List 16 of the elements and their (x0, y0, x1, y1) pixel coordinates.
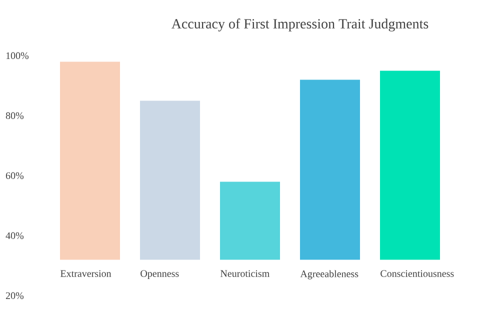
bar (220, 182, 280, 260)
y-tick-label: 100% (6, 52, 29, 60)
x-tick-label: Openness (140, 270, 179, 279)
bar (300, 80, 360, 260)
y-tick-label: 80% (6, 112, 24, 120)
x-tick-label: Agreeableness (300, 270, 358, 280)
x-tick-label: Conscientiousness (380, 270, 454, 277)
y-tick-label: 20% (6, 292, 24, 300)
x-tick-label: Neuroticism (220, 270, 270, 277)
chart-title: Accuracy of First Impression Trait Judgments (172, 18, 428, 32)
bar (140, 100, 200, 260)
bar (60, 62, 120, 260)
y-tick-label: 60% (6, 172, 24, 180)
x-tick-label: Extraversion (60, 270, 112, 277)
bar (380, 70, 440, 260)
y-tick-label: 40% (6, 232, 24, 240)
